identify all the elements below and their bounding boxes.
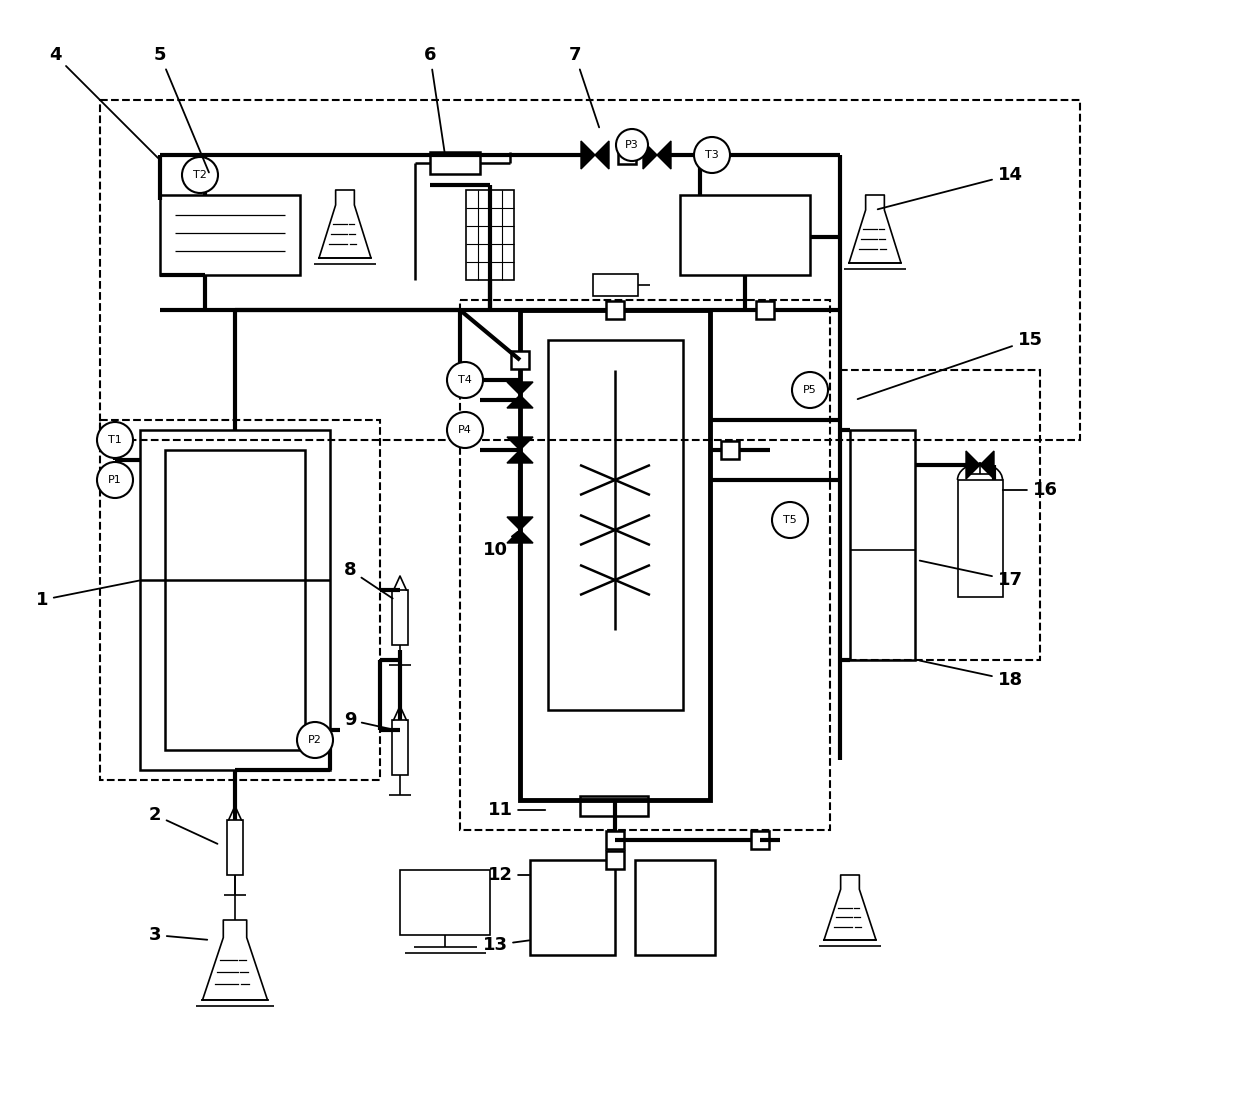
Text: 5: 5 bbox=[154, 46, 208, 172]
Text: 12: 12 bbox=[487, 866, 529, 884]
Bar bbox=[957, 480, 1002, 596]
Text: 1: 1 bbox=[36, 581, 139, 609]
Bar bbox=[227, 820, 243, 875]
Bar bbox=[401, 870, 490, 935]
Circle shape bbox=[446, 412, 484, 448]
Polygon shape bbox=[507, 450, 533, 464]
Circle shape bbox=[97, 462, 133, 498]
Text: P3: P3 bbox=[625, 140, 639, 150]
Bar bbox=[680, 195, 810, 275]
Polygon shape bbox=[980, 451, 994, 479]
Text: P1: P1 bbox=[108, 475, 122, 485]
Polygon shape bbox=[582, 141, 595, 169]
Bar bbox=[720, 441, 739, 459]
Text: 13: 13 bbox=[482, 936, 529, 954]
Text: 8: 8 bbox=[343, 561, 393, 599]
Text: 3: 3 bbox=[149, 926, 207, 944]
Circle shape bbox=[773, 502, 808, 538]
Circle shape bbox=[446, 362, 484, 398]
Bar bbox=[606, 831, 624, 849]
Polygon shape bbox=[507, 395, 533, 408]
Bar bbox=[140, 430, 330, 770]
Bar bbox=[618, 146, 636, 164]
Polygon shape bbox=[644, 141, 657, 169]
Bar bbox=[430, 152, 480, 174]
Text: 18: 18 bbox=[920, 660, 1023, 689]
Text: 9: 9 bbox=[343, 712, 392, 729]
Text: 11: 11 bbox=[487, 801, 546, 819]
Polygon shape bbox=[657, 141, 671, 169]
Text: P2: P2 bbox=[308, 735, 322, 745]
Bar bbox=[100, 420, 379, 780]
Text: P5: P5 bbox=[804, 385, 817, 395]
Text: T3: T3 bbox=[706, 150, 719, 160]
Text: 10: 10 bbox=[482, 532, 518, 558]
Text: T4: T4 bbox=[458, 375, 472, 385]
Bar bbox=[635, 860, 715, 955]
Bar bbox=[160, 195, 300, 275]
Circle shape bbox=[616, 128, 649, 161]
Text: 6: 6 bbox=[424, 46, 445, 152]
Circle shape bbox=[182, 157, 218, 193]
Polygon shape bbox=[595, 141, 609, 169]
Bar bbox=[756, 300, 774, 319]
Bar bbox=[606, 300, 624, 319]
Bar bbox=[392, 720, 408, 775]
Bar bbox=[511, 351, 529, 369]
Polygon shape bbox=[507, 517, 533, 529]
Polygon shape bbox=[966, 451, 980, 479]
Circle shape bbox=[792, 372, 828, 408]
Text: T5: T5 bbox=[784, 515, 797, 525]
Text: P4: P4 bbox=[458, 424, 472, 435]
Text: 4: 4 bbox=[48, 46, 157, 157]
Text: 14: 14 bbox=[878, 166, 1023, 209]
Text: T2: T2 bbox=[193, 170, 207, 180]
Bar bbox=[165, 450, 305, 750]
Bar bbox=[460, 300, 830, 830]
Circle shape bbox=[97, 422, 133, 458]
Bar bbox=[520, 311, 711, 800]
Polygon shape bbox=[507, 529, 533, 543]
Bar bbox=[751, 831, 769, 849]
Bar bbox=[529, 860, 615, 955]
Bar bbox=[392, 590, 408, 645]
Bar bbox=[100, 101, 1080, 440]
Text: T1: T1 bbox=[108, 435, 122, 445]
Text: 15: 15 bbox=[858, 331, 1043, 399]
Bar bbox=[548, 340, 683, 710]
Polygon shape bbox=[507, 437, 533, 450]
Text: 7: 7 bbox=[569, 46, 599, 127]
Text: 2: 2 bbox=[149, 806, 217, 843]
Bar bbox=[593, 274, 637, 296]
Circle shape bbox=[298, 722, 334, 758]
Bar bbox=[839, 370, 1040, 660]
Text: 17: 17 bbox=[920, 561, 1023, 589]
Circle shape bbox=[694, 137, 730, 173]
Polygon shape bbox=[507, 382, 533, 395]
Bar bbox=[580, 796, 649, 817]
Bar bbox=[849, 430, 915, 660]
Bar bbox=[606, 851, 624, 869]
Bar bbox=[466, 190, 515, 280]
Text: 16: 16 bbox=[1003, 481, 1058, 499]
